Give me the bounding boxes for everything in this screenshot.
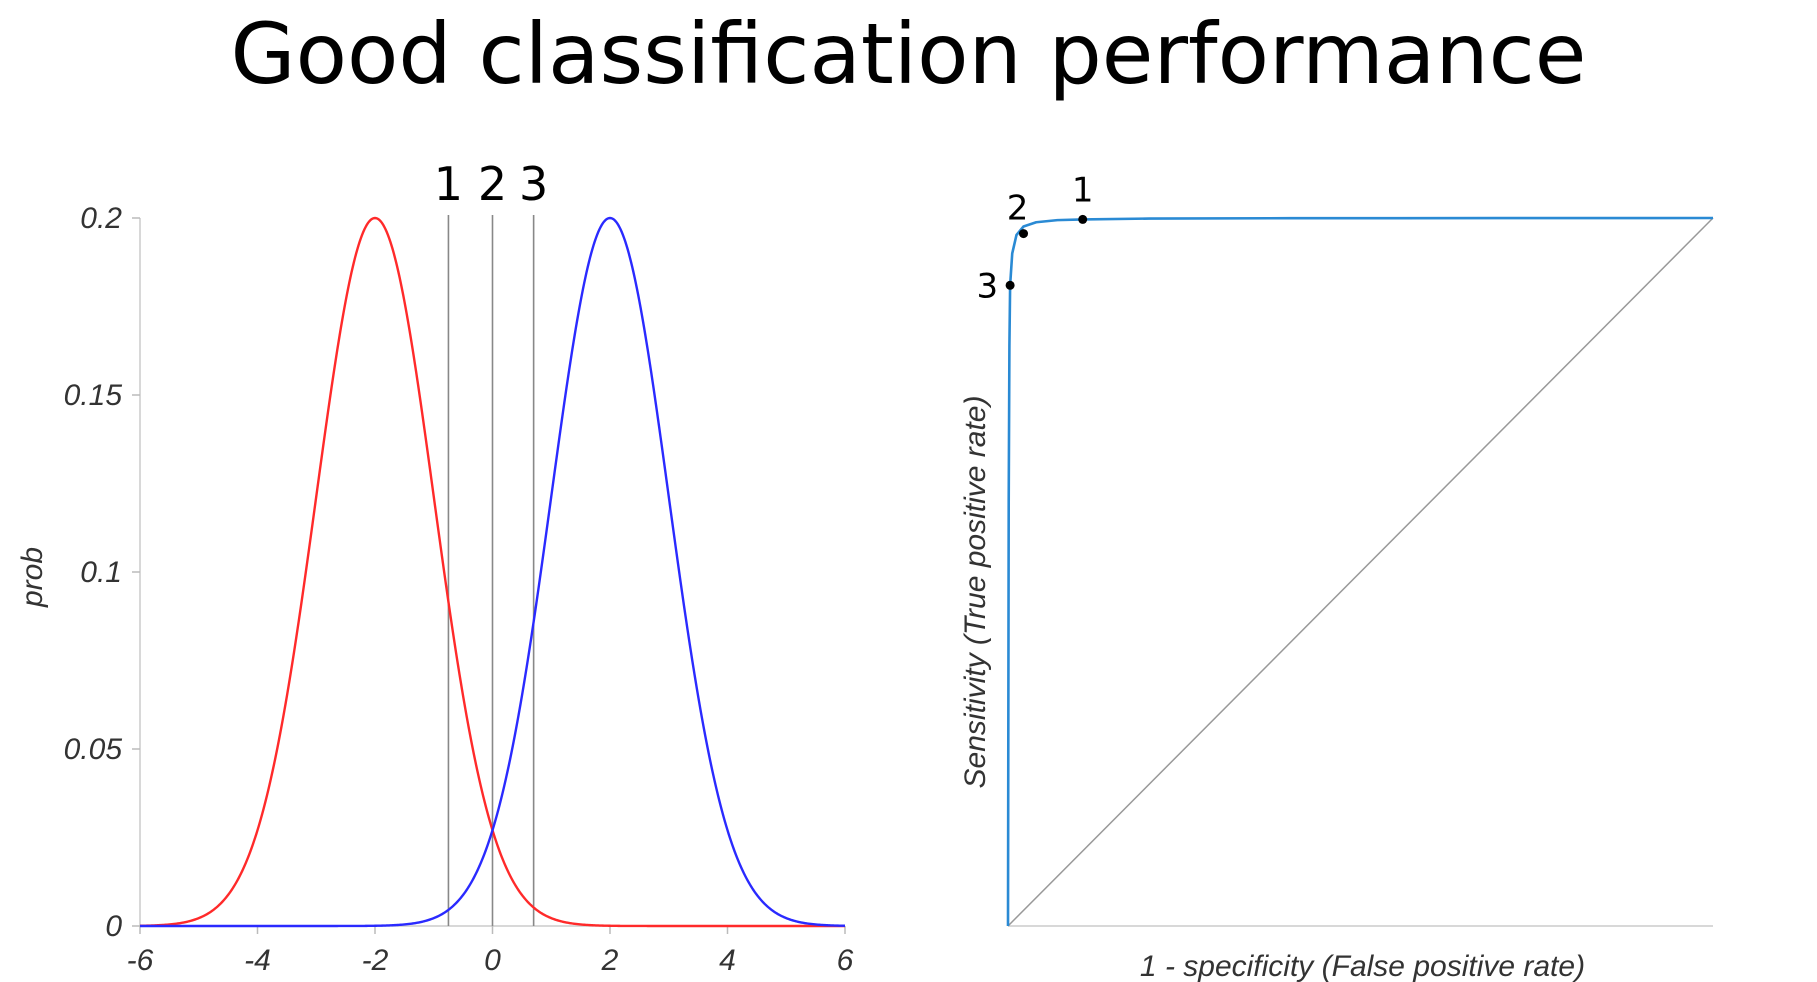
y-tick-label: 0.2 <box>80 202 122 235</box>
roc-point-label-3: 3 <box>976 266 998 306</box>
chance-diagonal <box>1007 217 1714 927</box>
x-tick-label: -2 <box>362 944 389 977</box>
roc-point-1 <box>1078 214 1088 224</box>
y-axis-label: Sensitivity (True positive rate) <box>959 396 992 789</box>
x-axis-label: 1 - specificity (False positive rate) <box>1140 950 1585 982</box>
roc-point-2 <box>1019 229 1029 239</box>
roc-chart: 1 23 1 - specificity (False positive rate)… <box>959 170 1714 982</box>
x-tick-label: 6 <box>837 944 854 977</box>
x-tick-label: 2 <box>601 944 619 977</box>
y-tick-label: 0.05 <box>64 733 123 766</box>
threshold-label-1: 1 <box>434 157 463 211</box>
y-tick-label: 0.1 <box>80 556 122 589</box>
roc-point-label-2: 2 <box>1007 189 1029 229</box>
y-tick-label: 0 <box>105 910 122 943</box>
page-title: Good classification performance <box>230 5 1587 103</box>
roc-point-3 <box>1005 280 1015 290</box>
threshold-label-3: 3 <box>519 157 548 211</box>
x-tick-label: 4 <box>719 944 736 977</box>
x-tick-label: -6 <box>127 944 154 977</box>
roc-point-label-1: 1 <box>1072 170 1094 210</box>
x-tick-label: 0 <box>484 944 501 977</box>
threshold-label-2: 2 <box>478 157 507 211</box>
roc-curve <box>1006 216 1714 927</box>
x-tick-label: -4 <box>244 944 271 977</box>
y-tick-label: 0.15 <box>64 379 123 412</box>
density-series-2 <box>140 216 846 928</box>
y-axis-label: prob <box>16 547 49 608</box>
